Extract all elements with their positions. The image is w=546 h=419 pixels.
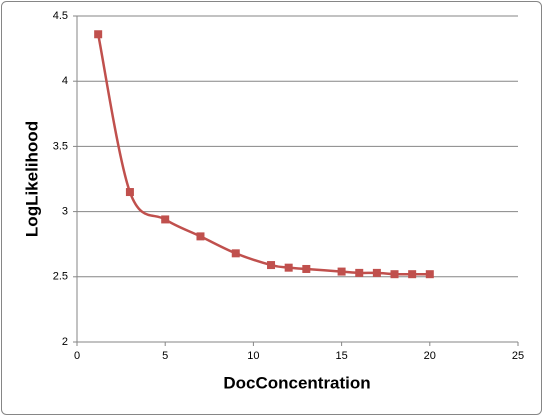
y-tick-label: 3.5 bbox=[53, 140, 68, 152]
y-tick-label: 2.5 bbox=[53, 271, 68, 283]
data-point bbox=[231, 249, 240, 258]
x-tick-label: 10 bbox=[247, 350, 259, 362]
x-tick-label: 20 bbox=[424, 350, 436, 362]
chart-border bbox=[1, 1, 542, 415]
data-point bbox=[355, 268, 364, 277]
data-point bbox=[284, 263, 293, 272]
y-axis-title: LogLikelihood bbox=[22, 121, 41, 237]
x-tick-label: 5 bbox=[162, 350, 168, 362]
data-point bbox=[302, 264, 311, 273]
y-tick-label: 4.5 bbox=[53, 10, 68, 22]
data-point bbox=[161, 215, 170, 224]
data-point bbox=[425, 270, 434, 279]
data-point bbox=[267, 261, 276, 270]
data-point bbox=[337, 267, 346, 276]
data-point bbox=[372, 268, 381, 277]
data-point bbox=[94, 30, 103, 39]
x-tick-label: 0 bbox=[74, 350, 80, 362]
data-point bbox=[408, 270, 417, 279]
y-tick-label: 4 bbox=[62, 75, 68, 87]
y-tick-label: 3 bbox=[62, 206, 68, 218]
data-point bbox=[390, 270, 399, 279]
x-tick-label: 15 bbox=[335, 350, 347, 362]
y-tick-label: 2 bbox=[62, 336, 68, 348]
x-tick-label: 25 bbox=[512, 350, 524, 362]
data-point bbox=[196, 232, 205, 241]
x-axis-title: DocConcentration bbox=[223, 373, 370, 392]
data-point bbox=[125, 188, 134, 197]
